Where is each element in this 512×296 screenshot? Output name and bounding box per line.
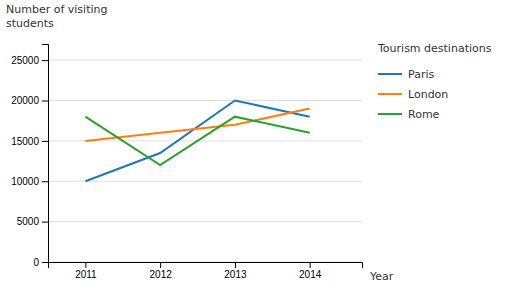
y-tick-mark [42,141,48,142]
x-tick-label: 2011 [75,269,97,280]
chart-container: 2011 2012 2013 2014 0 5000 10000 15000 20000 2500… [0,0,512,296]
x-tick: 2011 [75,262,97,280]
y-tick-mark [42,101,48,102]
y-axis-label: Number of visitingstudents [6,3,107,30]
y-tick-label: 20000 [11,95,39,106]
x-tick-label: 2013 [224,269,247,280]
y-tick: 15000 [11,136,48,147]
x-axis-line [49,263,363,269]
grid-line [48,60,362,61]
x-axis: 2011 2012 2013 2014 [49,262,363,280]
y-tick-mark [42,60,48,61]
x-tick: 2012 [150,262,173,280]
series-line [85,101,309,182]
y-tick-label: 10000 [11,176,39,187]
x-axis-label: Year [369,270,394,283]
legend-swatch [378,73,402,75]
y-tick-label: 5000 [17,216,40,227]
x-tick-mark [160,262,161,268]
lines [85,101,309,182]
x-tick-mark [310,262,311,268]
y-tick-label: 25000 [11,55,39,66]
grid-line [48,100,362,101]
series-line [85,117,309,165]
legend-swatch [378,93,402,95]
legend-label: London [408,88,448,101]
y-tick: 10000 [11,176,48,187]
grid-line [48,181,362,182]
x-tick-label: 2014 [299,269,322,280]
x-tick: 2014 [299,262,322,280]
x-tick-mark [235,262,236,268]
y-tick: 0 [33,257,48,268]
y-tick: 5000 [17,216,48,227]
y-tick-mark [42,181,48,182]
y-tick-label: 0 [33,257,39,268]
plot: 2011 2012 2013 2014 0 5000 10000 15000 20000 2500… [11,45,362,281]
legend-item: London [378,88,448,101]
grid [48,60,362,262]
legend-label: Paris [408,68,434,81]
x-tick-mark [85,262,86,268]
legend-swatch [378,113,402,115]
y-tick: 25000 [11,55,48,66]
y-tick: 20000 [11,95,48,106]
legend: Tourism destinations Paris London Rome [377,42,492,121]
y-axis-label-line: students [6,17,54,30]
y-axis-label-line: Number of visiting [6,3,107,16]
x-tick: 2013 [224,262,247,280]
grid-line [48,221,362,222]
legend-title: Tourism destinations [377,42,492,55]
y-axis: 0 5000 10000 15000 20000 25000 [11,45,48,268]
legend-item: Rome [378,108,440,121]
legend-label: Rome [408,108,440,121]
y-tick-label: 15000 [11,136,39,147]
chart: 2011 2012 2013 2014 0 5000 10000 15000 20000 2500… [0,0,512,296]
y-axis-line [42,45,49,263]
x-tick-label: 2012 [150,269,173,280]
y-tick-mark [42,262,48,263]
legend-item: Paris [378,68,434,81]
y-tick-mark [42,222,48,223]
